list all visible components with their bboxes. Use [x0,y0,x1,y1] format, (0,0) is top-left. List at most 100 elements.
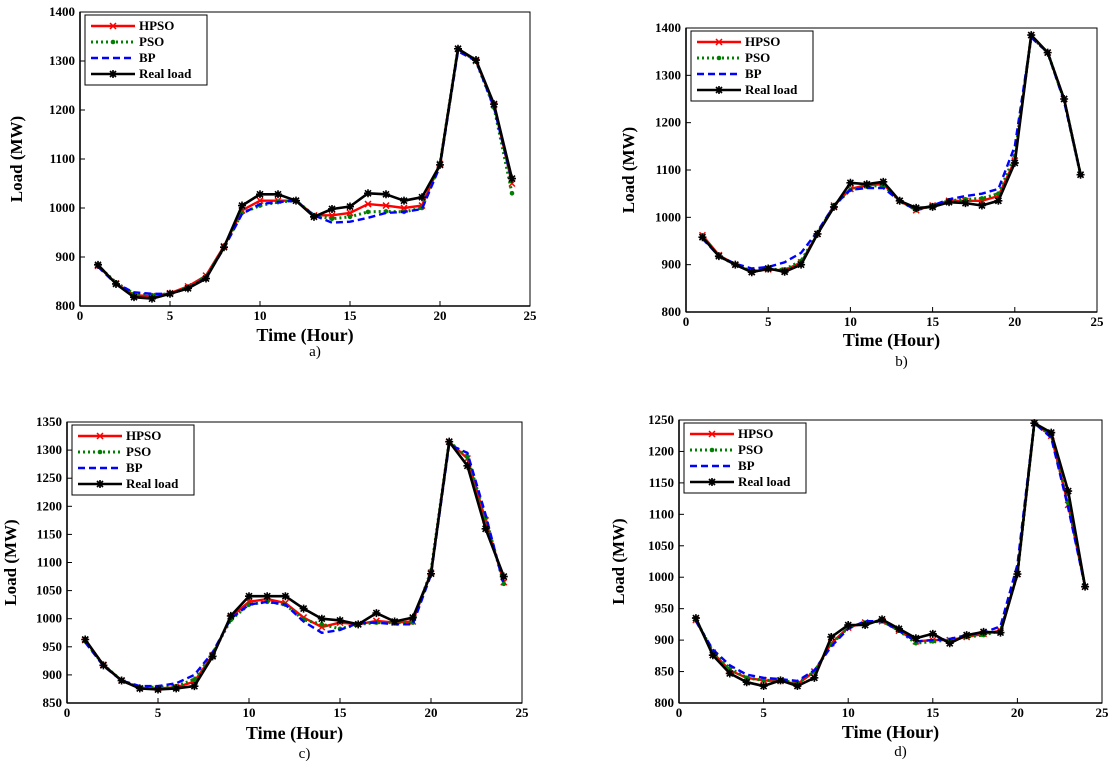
data-point [793,682,802,691]
data-point [928,202,937,211]
y-tick-label: 1400 [49,4,75,19]
legend-entry: BP [738,458,755,473]
legend-entry: Real load [738,474,791,489]
x-tick-label: 5 [765,314,772,329]
data-point [742,678,751,687]
legend-entry: BP [126,460,143,475]
data-point [400,196,408,205]
legend-entry: PSO [738,442,763,457]
y-tick-label: 900 [662,257,682,272]
panel-caption: c) [299,746,311,762]
data-point [408,613,417,622]
data-point [436,160,444,169]
data-point [761,678,766,683]
series-line [96,47,514,297]
legend-marker [708,430,716,438]
x-tick-label: 20 [425,705,438,720]
series-bp [694,421,1087,683]
x-tick-label: 15 [926,705,940,720]
data-point [336,616,344,625]
y-tick-label: 1150 [37,526,62,541]
legend-marker [96,480,104,488]
x-tick-label: 0 [676,705,683,720]
data-point [184,284,192,293]
data-point [208,652,217,661]
legend-entry: Real load [126,476,179,491]
data-point [827,632,836,641]
x-axis-label: Time (Hour) [256,325,353,346]
y-axis-label: Load (MW) [619,127,638,213]
y-tick-label: 1000 [49,200,75,215]
data-point [400,204,408,212]
data-point [911,634,920,643]
data-point [731,260,740,269]
x-tick-label: 15 [344,308,358,323]
data-point [698,233,707,242]
data-point [135,684,144,693]
x-tick-label: 15 [926,314,940,329]
legend-marker [109,70,117,78]
chart-panel-4: 0 5 10 15 20 25 800 850 900 950 1000 1050 1100 1150 12… [609,412,1109,760]
x-tick-label: 20 [1011,705,1024,720]
series-real-load [81,437,508,694]
y-tick-label: 850 [43,695,63,710]
y-tick-label: 1200 [36,498,62,513]
data-point [226,611,235,620]
data-point [708,651,717,660]
data-point [894,624,903,633]
x-tick-label: 10 [842,705,855,720]
y-tick-label: 1300 [36,442,62,457]
x-tick-label: 20 [434,308,447,323]
data-point [465,454,470,460]
series-line [84,443,505,688]
y-tick-label: 1000 [648,569,674,584]
legend-entry: HPSO [738,426,773,441]
data-point [427,569,435,578]
data-point [328,204,336,213]
series-bp [97,50,514,295]
series-real-load [691,419,1090,691]
data-point [509,191,515,196]
data-point [202,274,210,283]
data-point [292,196,300,205]
series-line [701,36,1082,270]
legend-entry: HPSO [139,18,174,33]
data-point [1081,582,1090,591]
legend-marker [709,447,715,453]
data-point [112,279,120,288]
legend-entry: HPSO [126,428,161,443]
legend-entry: HPSO [745,34,780,49]
x-tick-label: 25 [524,308,538,323]
legend-entry: BP [745,66,762,81]
data-point [714,252,723,261]
x-tick-label: 15 [334,705,348,720]
data-point [329,216,335,222]
legend-entry: PSO [139,34,164,49]
x-tick-label: 25 [1096,705,1110,720]
data-point [454,44,462,53]
data-point [274,190,282,199]
data-point [172,684,181,693]
data-point [1060,95,1069,103]
data-point [1010,158,1019,167]
data-point [725,669,734,678]
data-point [365,209,371,215]
x-tick-label: 10 [254,308,267,323]
data-point [846,178,855,187]
x-tick-label: 5 [155,705,162,720]
data-point [945,198,954,207]
chart-panel-3: 0 5 10 15 20 25 850 900 950 1000 1050 1100 1150 1200 1… [1,414,529,762]
data-point [962,631,971,640]
data-point [501,581,507,587]
data-point [117,676,126,685]
y-tick-label: 800 [655,695,675,710]
data-point [996,191,1001,196]
data-point [94,260,102,269]
y-tick-label: 800 [662,304,682,319]
y-tick-label: 900 [56,249,76,264]
y-tick-label: 1400 [655,20,681,35]
data-point [99,661,108,670]
